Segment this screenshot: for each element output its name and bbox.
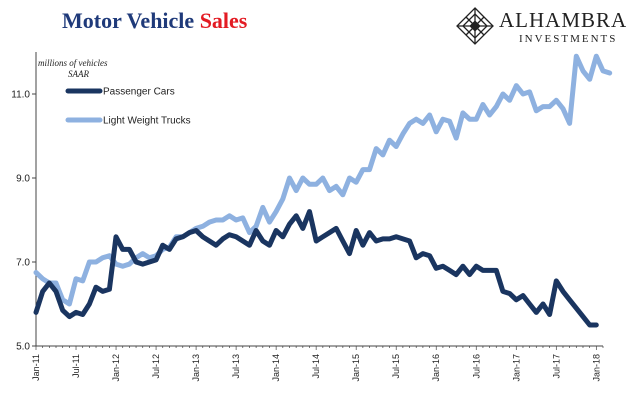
- alhambra-logo: ALHAMBRA INVESTMENTS: [455, 6, 635, 50]
- chart-title: Motor Vehicle Sales: [62, 8, 247, 34]
- x-axis-ticks: Jan-11 Jul-11 Jan-12 Jul-12 Jan-13 Jul-13 Jan-…: [31, 346, 604, 382]
- series-line-light-weight-trucks: [33, 53, 613, 307]
- logo-subtitle: INVESTMENTS: [519, 33, 618, 45]
- units-line1: millions of vehicles: [38, 58, 108, 68]
- y-tick-label: 5.0: [16, 342, 30, 353]
- chart-axes: [35, 52, 603, 347]
- chart-title-part1: Motor Vehicle: [62, 8, 195, 33]
- chart-title-part2: Sales: [199, 8, 248, 33]
- x-tick-label: Jan-15: [351, 354, 361, 382]
- chart-legend: Passenger Cars Light Weight Trucks: [65, 87, 191, 127]
- units-line2: SAAR: [68, 69, 89, 79]
- x-tick-label: Jan-12: [111, 354, 121, 382]
- x-tick-label: Jul-17: [551, 354, 561, 379]
- y-tick-label: 11.0: [11, 90, 30, 101]
- y-tick-label: 9.0: [16, 174, 30, 185]
- x-tick-label: Jan-18: [591, 354, 601, 382]
- x-tick-label: Jan-14: [271, 354, 281, 382]
- x-tick-label: Jan-11: [31, 354, 41, 381]
- y-axis-ticks: 5.0 7.0 9.0 11.0: [11, 90, 36, 353]
- x-tick-label: Jan-17: [511, 354, 521, 382]
- x-tick-label: Jul-16: [471, 354, 481, 379]
- x-tick-label: Jul-13: [231, 354, 241, 379]
- x-tick-label: Jan-13: [191, 354, 201, 382]
- legend-label-light-weight-trucks: Light Weight Trucks: [103, 116, 191, 127]
- x-tick-label: Jul-12: [151, 354, 161, 379]
- x-tick-label: Jan-16: [431, 354, 441, 382]
- x-tick-label: Jul-14: [311, 354, 321, 379]
- series-lines: [33, 53, 613, 328]
- legend-label-passenger-cars: Passenger Cars: [103, 87, 175, 98]
- alhambra-lattice-icon: [456, 7, 494, 45]
- series-line-passenger-cars: [33, 209, 599, 328]
- x-tick-label: Jul-15: [391, 354, 401, 379]
- logo-name: ALHAMBRA: [499, 8, 628, 32]
- x-tick-label: Jul-11: [71, 354, 81, 378]
- units-label: millions of vehicles SAAR: [38, 58, 108, 80]
- y-tick-label: 7.0: [16, 258, 30, 269]
